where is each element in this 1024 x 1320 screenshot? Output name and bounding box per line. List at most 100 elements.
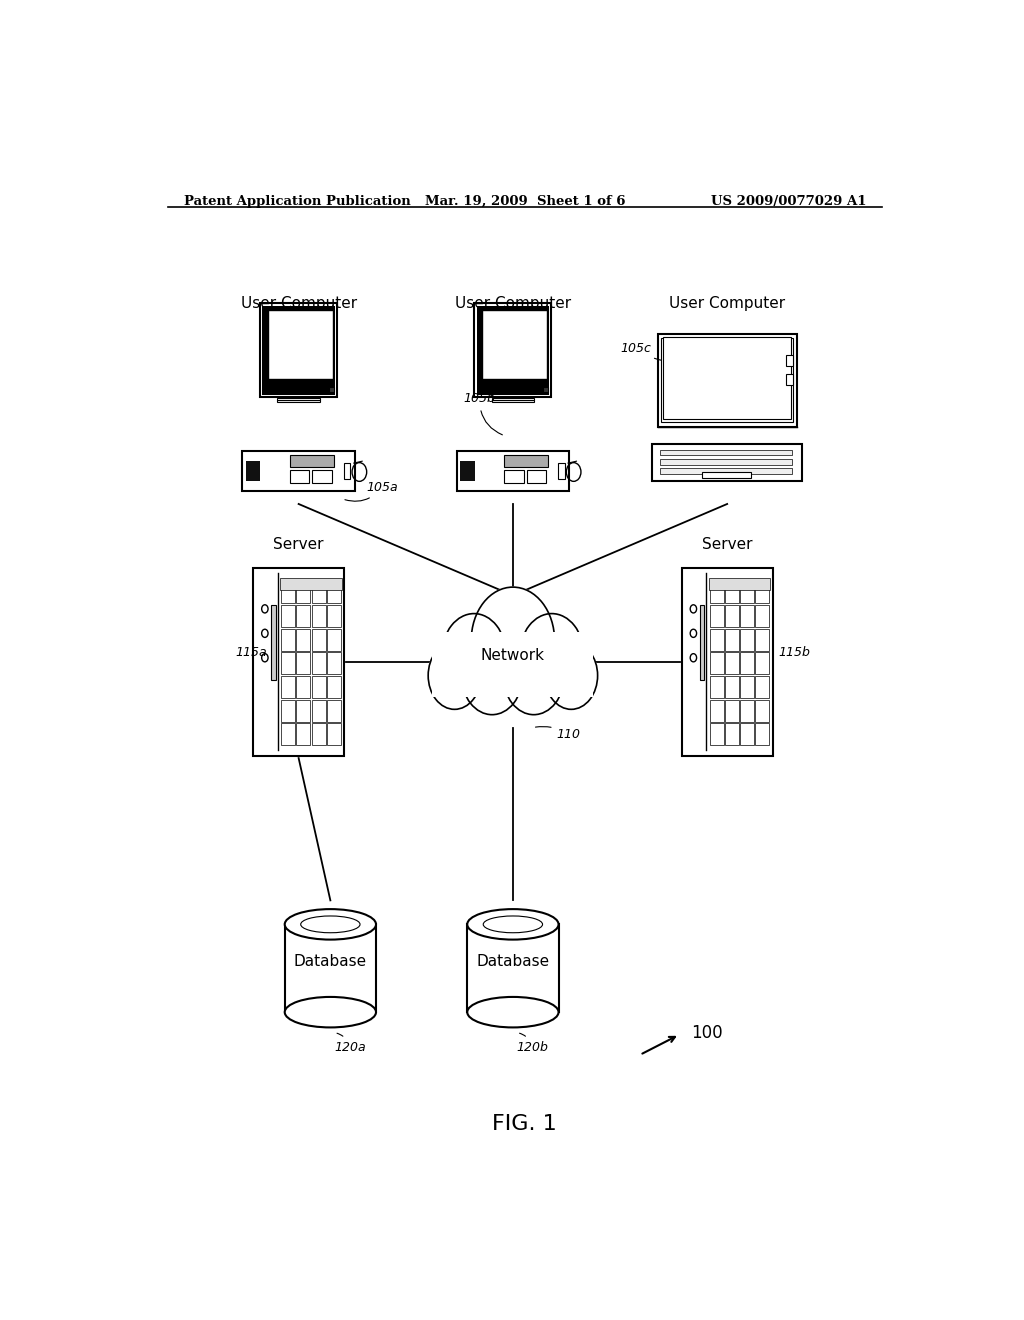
Bar	[311, 652, 326, 675]
Bar	[659, 459, 792, 465]
Bar	[710, 723, 724, 746]
Bar	[725, 700, 739, 722]
Bar	[740, 582, 754, 603]
Text: User Computer: User Computer	[455, 296, 571, 312]
Bar	[290, 470, 309, 483]
Bar	[281, 582, 295, 603]
Bar	[271, 605, 275, 680]
Bar	[311, 628, 326, 651]
Bar	[725, 582, 739, 603]
Bar	[740, 700, 754, 722]
Bar	[296, 582, 310, 603]
Circle shape	[545, 642, 598, 709]
Bar	[311, 676, 326, 698]
Bar	[281, 628, 295, 651]
Text: 120a: 120a	[334, 1034, 366, 1053]
Bar	[281, 652, 295, 675]
Bar	[710, 676, 724, 698]
Bar	[327, 676, 341, 698]
Circle shape	[520, 614, 584, 696]
Circle shape	[462, 636, 522, 714]
Bar	[260, 304, 337, 397]
Bar	[432, 632, 594, 697]
Text: 115a: 115a	[236, 647, 267, 660]
Bar	[278, 400, 319, 403]
Bar	[344, 463, 350, 479]
Text: Network: Network	[481, 648, 545, 663]
Bar	[786, 355, 794, 366]
Bar	[311, 723, 326, 746]
Bar	[740, 628, 754, 651]
Text: 105b: 105b	[464, 392, 503, 434]
Bar	[327, 700, 341, 722]
Bar	[710, 605, 724, 627]
Bar	[296, 700, 310, 722]
Bar	[243, 451, 355, 491]
Bar	[725, 652, 739, 675]
Text: 110: 110	[536, 726, 581, 741]
Bar	[657, 334, 797, 426]
Bar	[327, 652, 341, 675]
Text: FIG. 1: FIG. 1	[493, 1114, 557, 1134]
Text: 100: 100	[691, 1023, 723, 1041]
Text: Database: Database	[476, 954, 550, 969]
Bar	[756, 652, 769, 675]
Ellipse shape	[467, 997, 558, 1027]
Bar	[740, 605, 754, 627]
Bar	[312, 470, 332, 483]
Bar	[327, 582, 341, 603]
Bar	[725, 605, 739, 627]
Bar	[281, 723, 295, 746]
Text: Server: Server	[701, 537, 753, 552]
Circle shape	[471, 587, 555, 694]
Bar	[664, 338, 792, 420]
Bar	[492, 397, 535, 400]
Bar	[281, 676, 295, 698]
Bar	[504, 470, 523, 483]
Bar	[482, 310, 547, 379]
Bar	[725, 676, 739, 698]
Bar	[285, 924, 376, 1012]
Bar	[543, 387, 549, 392]
Bar	[701, 473, 752, 478]
Bar	[740, 652, 754, 675]
Bar	[281, 605, 295, 627]
Bar	[652, 445, 802, 480]
Bar	[710, 700, 724, 722]
Circle shape	[503, 636, 564, 714]
Bar	[659, 450, 792, 455]
Bar	[740, 676, 754, 698]
Text: 105a: 105a	[345, 480, 397, 502]
Text: User Computer: User Computer	[669, 296, 785, 312]
Bar	[709, 578, 770, 590]
Text: 120b: 120b	[517, 1034, 549, 1053]
Bar	[710, 652, 724, 675]
Bar	[725, 723, 739, 746]
Text: Database: Database	[294, 954, 367, 969]
Bar	[296, 652, 310, 675]
Bar	[786, 374, 794, 385]
Bar	[329, 387, 334, 392]
Bar	[467, 924, 558, 1012]
Bar	[526, 470, 547, 483]
Ellipse shape	[285, 909, 376, 940]
Circle shape	[442, 614, 506, 696]
Bar	[476, 306, 549, 395]
Text: 105c: 105c	[620, 342, 685, 362]
Bar	[290, 455, 334, 467]
Text: Patent Application Publication: Patent Application Publication	[183, 195, 411, 209]
Bar	[710, 628, 724, 651]
Bar	[460, 461, 475, 482]
Bar	[296, 676, 310, 698]
Ellipse shape	[285, 997, 376, 1027]
Bar	[296, 723, 310, 746]
Bar	[699, 605, 705, 680]
Bar	[492, 400, 535, 403]
Bar	[740, 723, 754, 746]
Bar	[327, 628, 341, 651]
Bar	[311, 605, 326, 627]
Bar	[662, 338, 794, 422]
Bar	[327, 605, 341, 627]
Bar	[710, 582, 724, 603]
Bar	[430, 632, 596, 702]
